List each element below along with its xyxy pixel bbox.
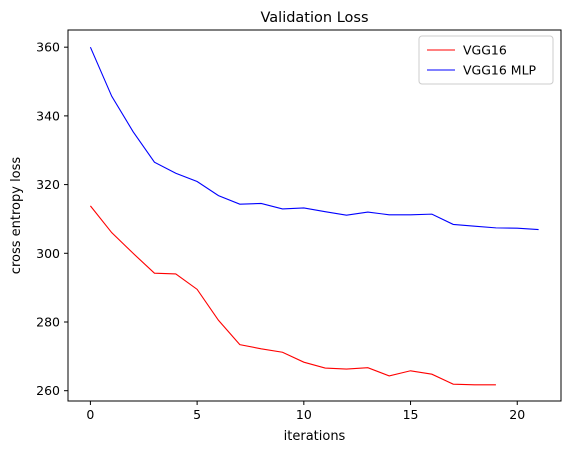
legend-box — [418, 35, 554, 85]
y-tick-label: 360 — [36, 40, 60, 55]
y-axis-ticks: 260 280 300 320 340 360 — [36, 40, 68, 398]
x-axis-label: iterations — [284, 429, 346, 444]
plot-area — [89, 46, 539, 386]
legend: VGG16 VGG16 MLP — [418, 35, 554, 85]
x-tick-label: 10 — [296, 407, 312, 422]
x-tick-label: 15 — [403, 407, 419, 422]
x-tick-label: 0 — [86, 407, 94, 422]
y-tick-label: 280 — [36, 314, 60, 329]
legend-label-vgg16: VGG16 — [463, 43, 507, 58]
x-tick-label: 5 — [193, 407, 201, 422]
y-tick-label: 320 — [36, 177, 60, 192]
chart-title: Validation Loss — [260, 10, 368, 26]
axes-frame — [67, 29, 562, 402]
series-line-vgg16-mlp — [89, 46, 539, 231]
y-tick-label: 260 — [36, 383, 60, 398]
y-axis-label: cross entropy loss — [9, 157, 24, 275]
y-tick-label: 300 — [36, 246, 60, 261]
series-line-vgg16 — [89, 205, 496, 386]
y-tick-label: 340 — [36, 108, 60, 123]
x-axis-ticks: 0 5 10 15 20 — [86, 401, 525, 422]
x-tick-label: 20 — [509, 407, 525, 422]
legend-label-vgg16-mlp: VGG16 MLP — [463, 63, 537, 78]
